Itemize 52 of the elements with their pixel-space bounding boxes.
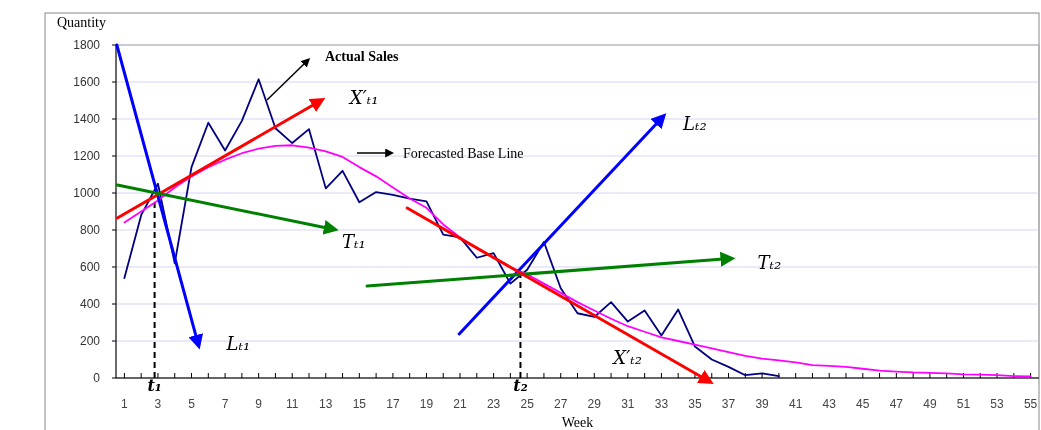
y-tick-label: 1400 — [73, 112, 101, 127]
x-tick-label: 25 — [520, 397, 535, 411]
x-tick-label: 45 — [856, 397, 870, 411]
x-tick-label: 15 — [352, 397, 367, 411]
x-tick-label: 43 — [822, 397, 837, 411]
y-tick-label: 600 — [79, 260, 101, 275]
x-tick-label: 31 — [621, 397, 635, 411]
x-tick-label: 1 — [121, 397, 129, 411]
y-tick-label: 800 — [79, 223, 101, 238]
x-tick-label: 37 — [721, 397, 736, 411]
x-tick-label: 55 — [1023, 397, 1038, 411]
series-label: X′ₜ₁ — [347, 87, 379, 109]
x-tick-label: 27 — [554, 397, 568, 411]
line-series — [123, 144, 1032, 378]
x-tick-label: 21 — [453, 397, 468, 411]
annotation: Actual Sales — [325, 49, 400, 64]
x-tick-label: 3 — [154, 397, 162, 411]
y-tick-label: 400 — [79, 297, 101, 312]
x-tick-label: 47 — [889, 397, 904, 411]
ref-line-label: t₂ — [513, 376, 528, 395]
series-label: Tₜ₂ — [757, 252, 782, 274]
x-tick-label: 29 — [587, 397, 602, 411]
series-label: Lₜ₁ — [225, 333, 251, 355]
x-axis-title: Week — [561, 415, 594, 430]
x-tick-label: 23 — [486, 397, 501, 411]
y-tick-label: 1800 — [73, 38, 101, 53]
series-label: X′ₜ₂ — [611, 347, 642, 368]
line-series — [123, 78, 780, 378]
x-tick-label: 19 — [419, 397, 434, 411]
x-tick-label: 5 — [188, 397, 196, 411]
x-tick-label: 51 — [956, 397, 971, 411]
annotation: Forecasted Base Line — [403, 146, 524, 161]
x-tick-label: 53 — [990, 397, 1005, 411]
x-tick-label: 11 — [285, 397, 299, 411]
x-tick-label: 49 — [923, 397, 937, 411]
ref-line-label: t₁ — [147, 376, 162, 395]
series-label: Lₜ₂ — [682, 112, 707, 134]
y-tick-label: 200 — [79, 334, 101, 349]
x-tick-label: 7 — [221, 397, 229, 411]
x-tick-label: 33 — [654, 397, 669, 411]
x-tick-label: 13 — [319, 397, 333, 411]
y-tick-label: 1600 — [73, 75, 101, 90]
y-axis-title: Quantity — [57, 15, 106, 30]
x-tick-label: 41 — [788, 397, 803, 411]
x-tick-label: 17 — [386, 397, 400, 411]
y-tick-label: 1200 — [73, 149, 101, 164]
x-tick-label: 39 — [755, 397, 770, 411]
y-tick-label: 0 — [93, 371, 101, 386]
x-tick-label: 9 — [255, 397, 263, 411]
y-tick-label: 1000 — [73, 186, 101, 201]
x-tick-label: 35 — [688, 397, 702, 411]
series-label: Tₜ₁ — [341, 230, 366, 252]
